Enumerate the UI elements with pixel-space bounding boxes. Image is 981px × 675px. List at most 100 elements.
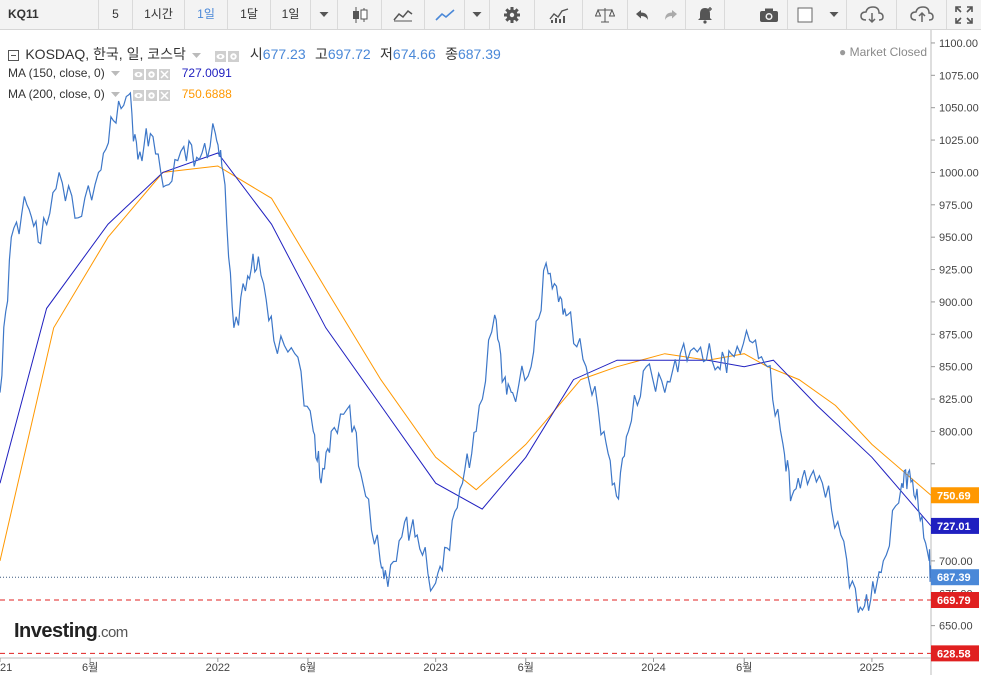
investing-logo: Investing.com [14, 620, 128, 643]
chevron-down-icon [472, 11, 482, 17]
x-tick-label: 6월 [736, 661, 752, 674]
eye-icon[interactable] [214, 51, 226, 63]
collapse-legend-icon[interactable] [8, 50, 19, 62]
candlestick-button[interactable] [338, 0, 382, 29]
save-chart-button[interactable] [897, 0, 947, 29]
x-tick-label: 6월 [82, 661, 98, 674]
load-chart-button[interactable] [847, 0, 897, 29]
ma200-label: MA (200, close, 0) [8, 87, 105, 101]
ma150-value: 727.0091 [181, 66, 232, 80]
range-button[interactable]: 1일 [271, 0, 311, 29]
gear-icon[interactable] [146, 69, 158, 81]
ma150-line [0, 152, 932, 527]
price-line [0, 91, 932, 613]
interval-1h-button[interactable]: 1시간 [133, 0, 185, 29]
alert-button[interactable] [686, 0, 725, 29]
gear-icon[interactable] [227, 51, 239, 63]
y-tick-label: 900.00 [939, 297, 973, 309]
y-tick-label: 1075.00 [939, 70, 979, 82]
low-value: 674.66 [392, 46, 436, 62]
indicators-icon [548, 7, 568, 23]
x-tick-label: 2021 [0, 662, 12, 674]
price-badge [931, 569, 979, 586]
eye-icon[interactable] [133, 90, 145, 102]
y-tick-label: 925.00 [939, 265, 973, 277]
template-dropdown[interactable] [821, 0, 847, 29]
y-tick-label: 1025.00 [939, 135, 979, 147]
x-tick-label: 2025 [860, 662, 884, 674]
compare-scale-icon [595, 7, 615, 22]
price-badge-label: 687.39 [937, 572, 971, 584]
interval-1m-button[interactable]: 1달 [228, 0, 271, 29]
candlestick-icon [352, 6, 367, 23]
line-chart-icon [434, 8, 455, 21]
price-badge-label: 727.01 [937, 521, 971, 533]
price-badge-label: 669.79 [937, 595, 971, 607]
redo-icon [664, 9, 677, 20]
undo-button[interactable] [628, 0, 656, 29]
chevron-down-icon[interactable] [111, 70, 121, 77]
status-dot-icon: ● [839, 45, 847, 59]
ma200-buttons [133, 88, 172, 102]
indicators-button[interactable] [535, 0, 583, 29]
price-badge [931, 592, 979, 609]
template-square-icon [797, 7, 812, 22]
gear-icon[interactable] [146, 90, 158, 102]
chevron-down-icon [319, 11, 329, 17]
close-label: 종 [445, 46, 458, 62]
gear-icon [504, 6, 520, 23]
settings-button[interactable] [490, 0, 535, 29]
redo-button[interactable] [656, 0, 686, 29]
line-chart-button[interactable] [425, 0, 465, 29]
x-tick-label: 2023 [423, 662, 447, 674]
close-icon[interactable] [159, 69, 171, 81]
range-dropdown[interactable] [311, 0, 338, 29]
market-status: ● Market Closed [839, 45, 927, 59]
y-tick-label: 975.00 [939, 200, 973, 212]
open-value: 677.23 [262, 46, 306, 62]
snapshot-button[interactable] [751, 0, 788, 29]
cloud-upload-icon [909, 5, 934, 22]
mountain-chart-icon [393, 9, 413, 21]
y-tick-label: 825.00 [939, 394, 973, 406]
y-tick-label: 800.00 [939, 426, 973, 438]
chevron-down-icon[interactable] [192, 52, 202, 59]
price-badge-label: 750.69 [937, 490, 971, 502]
logo-suffix: .com [97, 624, 128, 641]
chart-type-dropdown[interactable] [465, 0, 490, 29]
price-badge-label: 628.58 [937, 648, 971, 660]
legend-buttons [214, 49, 241, 63]
ma150-legend: MA (150, close, 0) 727.0091 [8, 66, 232, 81]
low-label: 저 [380, 46, 393, 62]
mountain-chart-button[interactable] [382, 0, 425, 29]
fullscreen-icon [955, 5, 973, 24]
ma200-legend: MA (200, close, 0) 750.6888 [8, 87, 232, 102]
x-tick-label: 6월 [518, 661, 534, 674]
symbol-legend: KOSDAQ, 한국, 일, 코스닥 시677.23 고697.72 저674.… [8, 44, 501, 64]
close-value: 687.39 [457, 46, 501, 62]
ma200-value: 750.6888 [181, 87, 232, 101]
x-tick-label: 2024 [641, 662, 665, 674]
interval-1d-button[interactable]: 1일 [185, 0, 228, 29]
undo-icon [636, 9, 648, 20]
y-tick-label: 950.00 [939, 232, 973, 244]
price-badge [931, 645, 979, 662]
close-icon[interactable] [159, 90, 171, 102]
price-chart[interactable]: 650.00675.00700.00800.00825.00850.00875.… [0, 30, 981, 675]
camera-icon [760, 8, 778, 22]
y-tick-label: 1000.00 [939, 167, 979, 179]
chevron-down-icon[interactable] [111, 91, 121, 98]
fullscreen-button[interactable] [947, 0, 981, 29]
y-tick-label: 650.00 [939, 621, 973, 633]
y-tick-label: 875.00 [939, 329, 973, 341]
compare-button[interactable] [583, 0, 628, 29]
y-tick-label: 1050.00 [939, 103, 979, 115]
alert-bell-icon [698, 6, 712, 24]
logo-main: Investing [14, 620, 98, 642]
eye-icon[interactable] [133, 69, 145, 81]
template-button[interactable] [788, 0, 821, 29]
symbol-field[interactable]: KQ11 [0, 0, 99, 29]
market-status-text: Market Closed [849, 45, 927, 59]
interval-5-button[interactable]: 5 [99, 0, 133, 29]
x-tick-label: 2022 [206, 662, 230, 674]
